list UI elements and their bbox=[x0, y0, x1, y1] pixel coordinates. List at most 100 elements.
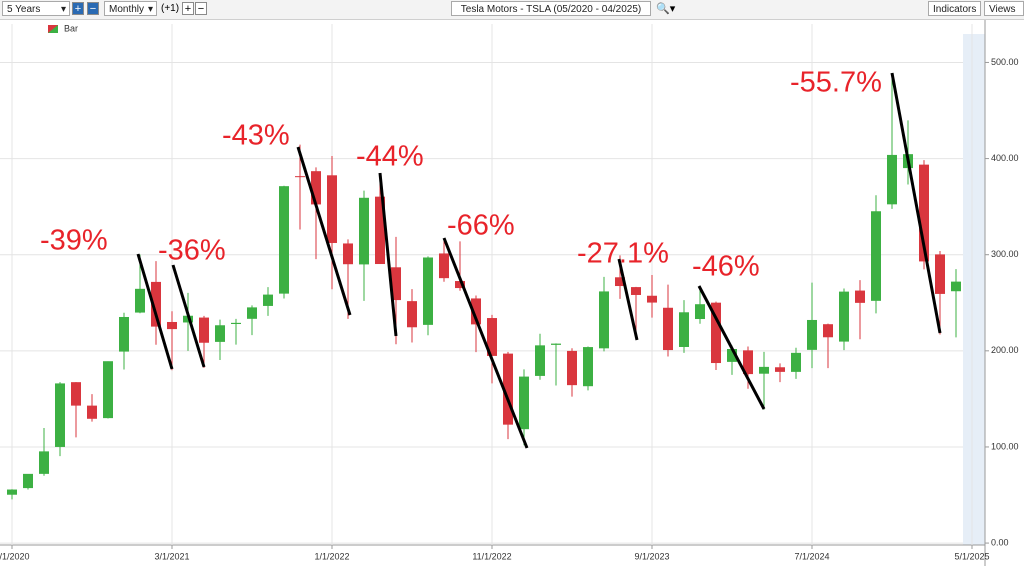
candle-body bbox=[471, 298, 481, 325]
candle-body bbox=[935, 254, 945, 294]
offset-text: (+1) bbox=[161, 3, 180, 14]
candle-body bbox=[391, 267, 401, 301]
annotation: -43% bbox=[222, 120, 290, 152]
indicators-button[interactable]: Indicators bbox=[928, 1, 981, 16]
annotation: -36% bbox=[158, 235, 226, 267]
candle-body bbox=[327, 175, 337, 243]
candle-body bbox=[871, 211, 881, 301]
period-text: 5 Years bbox=[7, 4, 41, 15]
candle-body bbox=[855, 290, 865, 303]
legend-label: Bar bbox=[64, 23, 78, 33]
candle-body bbox=[215, 325, 225, 342]
annotation: -46% bbox=[692, 251, 760, 283]
toolbar: 5 Years ▾ + − Monthly ▾ (+1) + − Tesla Mot… bbox=[0, 0, 1024, 20]
caret: ▾ bbox=[60, 4, 66, 15]
trend-line bbox=[296, 146, 352, 316]
trend-line bbox=[136, 253, 174, 370]
candle-body bbox=[23, 473, 33, 489]
x-tick-label: 7/1/2024 bbox=[794, 551, 829, 561]
views-text: Views bbox=[989, 4, 1016, 15]
x-tick-label: 1/1/2022 bbox=[314, 551, 349, 561]
annotation: -27.1% bbox=[577, 238, 669, 270]
candle-body bbox=[279, 186, 289, 294]
candle-body bbox=[663, 307, 673, 351]
candle-body bbox=[775, 367, 785, 372]
y-tick-label: 300.00 bbox=[991, 249, 1019, 259]
caret: ▾ bbox=[147, 4, 153, 15]
candle-body bbox=[311, 171, 321, 205]
candle-body bbox=[487, 318, 497, 356]
annotation: -44% bbox=[356, 141, 424, 173]
candle-body bbox=[919, 164, 929, 262]
x-tick-label: 5/1/2020 bbox=[0, 551, 30, 561]
candle-body bbox=[791, 352, 801, 372]
candle-body bbox=[647, 295, 657, 303]
candle-body bbox=[423, 257, 433, 325]
candle-body bbox=[551, 343, 561, 345]
annotation: -39% bbox=[40, 225, 108, 257]
y-tick-label: 500.00 bbox=[991, 57, 1019, 67]
search-icon[interactable]: 🔍▾ bbox=[656, 3, 676, 15]
annotation: -66% bbox=[447, 210, 515, 242]
future-shade bbox=[963, 34, 985, 545]
candle-body bbox=[807, 319, 817, 350]
legend-swatch bbox=[48, 25, 58, 33]
trend-line bbox=[890, 72, 942, 334]
trend-line bbox=[378, 172, 398, 337]
candle-body bbox=[247, 307, 257, 319]
trend-line bbox=[171, 264, 206, 368]
y-tick-label: 400.00 bbox=[991, 153, 1019, 163]
candle-body bbox=[7, 489, 17, 495]
trend-line bbox=[617, 258, 639, 341]
candle-body bbox=[535, 345, 545, 376]
candle-body bbox=[823, 324, 833, 338]
candle-body bbox=[599, 291, 609, 349]
candle-body bbox=[631, 287, 641, 295]
chart: Bar 0.00 100.00 200.00 300.00 400.00 500.00 5/… bbox=[0, 20, 1019, 566]
candle-body bbox=[39, 451, 49, 474]
candle-body bbox=[407, 301, 417, 328]
candle-body bbox=[567, 350, 577, 386]
zoom-out[interactable]: − bbox=[87, 2, 99, 15]
candle-body bbox=[167, 321, 177, 330]
candle-body bbox=[503, 353, 513, 425]
zoom-in[interactable]: + bbox=[72, 2, 84, 15]
candle-body bbox=[231, 322, 241, 325]
interval-select[interactable]: Monthly ▾ bbox=[104, 1, 157, 16]
candle-body bbox=[199, 317, 209, 343]
y-tick-label: 100.00 bbox=[991, 441, 1019, 451]
candle-body bbox=[263, 294, 273, 306]
candle-body bbox=[519, 376, 529, 430]
candle-body bbox=[727, 349, 737, 362]
candle-body bbox=[583, 347, 593, 387]
candle-body bbox=[151, 281, 161, 327]
x-tick-label: 11/1/2022 bbox=[472, 551, 511, 561]
candle-body bbox=[951, 281, 961, 292]
candle-body bbox=[695, 304, 705, 320]
candle-body bbox=[455, 281, 465, 289]
interval-text: Monthly bbox=[109, 4, 145, 15]
candle-body bbox=[439, 253, 449, 279]
trend-line bbox=[697, 285, 766, 410]
views-button[interactable]: Views bbox=[984, 1, 1024, 16]
candle-body bbox=[343, 243, 353, 265]
candle-body bbox=[359, 197, 369, 265]
candle-body bbox=[119, 316, 129, 352]
offset-minus[interactable]: − bbox=[195, 2, 207, 15]
candle-body bbox=[71, 382, 81, 406]
y-tick-label: 200.00 bbox=[991, 345, 1019, 355]
indicators-text: Indicators bbox=[933, 4, 977, 15]
period-select[interactable]: 5 Years ▾ bbox=[2, 1, 70, 16]
candle-body bbox=[135, 288, 145, 313]
candle-body bbox=[679, 312, 689, 347]
candle-body bbox=[839, 291, 849, 342]
x-tick-label: 3/1/2021 bbox=[154, 551, 189, 561]
offset-plus[interactable]: + bbox=[182, 2, 194, 15]
symbol-box[interactable]: Tesla Motors - TSLA (05/2020 - 04/2025) bbox=[451, 1, 651, 16]
symbol-text: Tesla Motors - TSLA (05/2020 - 04/2025) bbox=[460, 4, 642, 15]
candle-body bbox=[87, 405, 97, 419]
annotation: -55.7% bbox=[790, 67, 882, 99]
x-tick-label: 9/1/2023 bbox=[634, 551, 669, 561]
candle-body bbox=[887, 154, 897, 205]
